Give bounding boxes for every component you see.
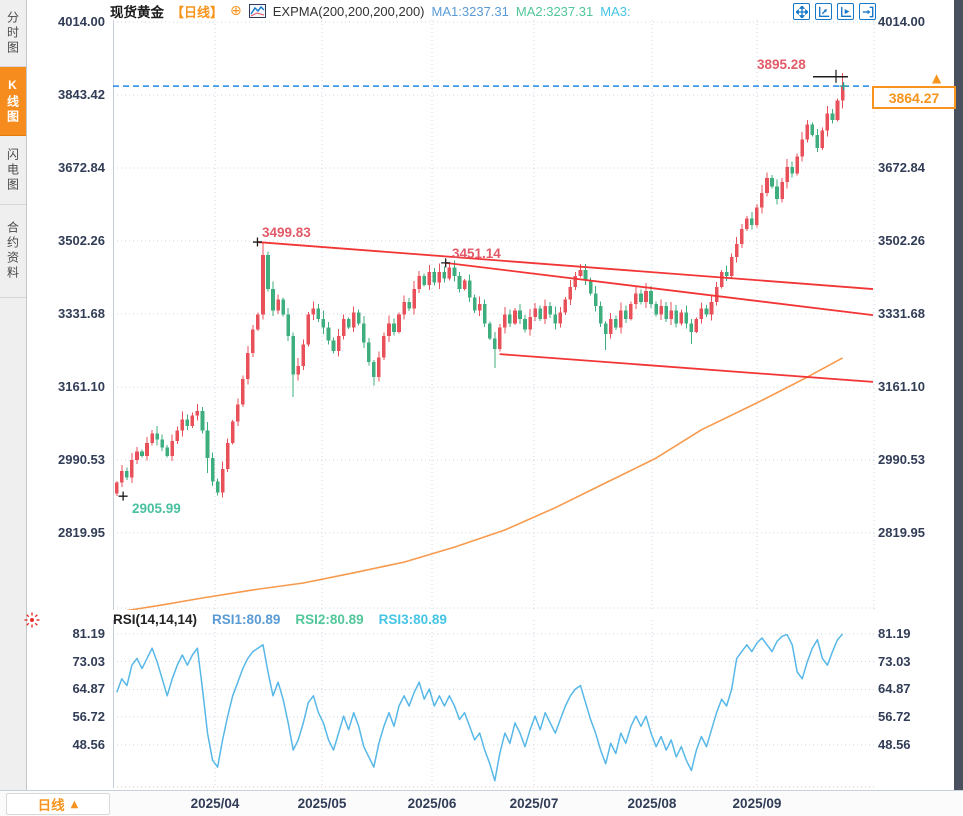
chart-toolbar [793, 3, 876, 20]
period-dropdown-arrow-icon: ▲ [70, 798, 79, 810]
price-axis-label-left: 3843.42 [58, 87, 105, 102]
price-axis-label-right: 2990.53 [878, 451, 925, 467]
rsi-params-label: RSI(14,14,14) [113, 611, 198, 627]
rsi-axis-label-left: 64.87 [72, 681, 105, 697]
sidebar-item-contract-info[interactable]: 合约资料 [0, 205, 26, 298]
period-selector-button[interactable]: 日线 ▲ [6, 793, 110, 815]
month-label: 2025/04 [190, 796, 240, 811]
price-axis-label-left: 2819.95 [58, 525, 105, 540]
rsi-axis-label-left: 56.72 [72, 709, 105, 725]
ma1-value: MA1:3237.31 [431, 3, 509, 19]
zoom-axis-icon[interactable] [815, 3, 832, 20]
rsi-line [116, 633, 844, 782]
annotation-peak1-price: 3499.83 [262, 225, 311, 240]
rsi-indicator-header: RSI(14,14,14) RSI1:80.89 RSI2:80.89 RSI3… [113, 610, 447, 628]
trendline [257, 241, 874, 290]
month-label: 2025/05 [297, 796, 347, 811]
rsi3-value: RSI3:80.89 [378, 611, 447, 627]
rsi-axis-label-right: 56.72 [878, 709, 911, 725]
rsi-axis-label-right: 48.56 [878, 736, 911, 752]
ma2-value: MA2:3237.31 [515, 3, 594, 19]
ema200-line [116, 357, 843, 613]
rsi-chart-canvas[interactable] [113, 620, 875, 788]
month-label: 2025/07 [509, 796, 559, 811]
indicator-chart-icon[interactable] [248, 4, 266, 18]
rsi1-value: RSI1:80.89 [212, 611, 281, 627]
rsi-axis-label-right: 81.19 [878, 626, 911, 641]
annotation-low-price: 2905.99 [132, 501, 181, 516]
price-up-arrow-icon: ▲ [932, 71, 942, 85]
price-axis-label-right: 3672.84 [878, 160, 925, 175]
price-axis-label-right: 2819.95 [878, 525, 925, 540]
indicator-label: EXPMA(200,200,200,200) [272, 3, 425, 19]
price-axis-label-left: 3161.10 [58, 379, 105, 394]
rsi-axis-label-right: 64.87 [878, 681, 911, 697]
period-tag: 【日线】 [171, 4, 224, 20]
right-scrollbar[interactable] [954, 0, 963, 790]
symbol-name: 现货黄金 [110, 5, 164, 20]
trendline [499, 353, 874, 383]
rsi-axis-label-left: 48.56 [72, 736, 105, 752]
price-axis-label-left: 4014.00 [58, 14, 105, 29]
price-axis-label-right: 3331.68 [878, 306, 925, 321]
sidebar-item-lightning-chart[interactable]: 闪电图 [0, 136, 26, 205]
price-axis-label-left: 2990.53 [58, 451, 105, 467]
sidebar-item-timeshare-chart[interactable]: 分时图 [0, 0, 26, 67]
price-axis-label-left: 3331.68 [58, 306, 105, 321]
chart-type-sidebar: 分时图 K线图 闪电图 合约资料 [0, 0, 27, 790]
price-axis-label-left: 3672.84 [58, 160, 105, 175]
price-axis-label-right: 4014.00 [878, 14, 925, 29]
month-label: 2025/09 [732, 796, 782, 811]
rsi2-value: RSI2:80.89 [295, 611, 364, 627]
exit-right-icon[interactable] [859, 3, 876, 20]
last-price-badge: 3864.27 [872, 86, 956, 109]
rsi-svg [113, 620, 875, 788]
play-axis-icon[interactable] [837, 3, 854, 20]
crosshair-move-icon[interactable] [793, 3, 810, 20]
rsi-axis-label-left: 73.03 [72, 653, 105, 669]
trendline [445, 261, 874, 317]
candlestick-svg [113, 20, 875, 613]
annotation-peak2-price: 3451.14 [452, 246, 501, 261]
sidebar-item-kline-chart[interactable]: K线图 [0, 67, 26, 136]
price-axis-label-right: 3502.26 [878, 233, 925, 248]
ma3-value: MA3: [600, 3, 631, 19]
period-label: 日线 [37, 798, 65, 813]
rsi-axis-label-right: 73.03 [878, 653, 911, 669]
month-label: 2025/08 [627, 796, 677, 811]
annotation-high-price: 3895.28 [757, 57, 806, 72]
rsi-settings-gear-icon[interactable] [23, 611, 41, 629]
candlestick-chart-canvas[interactable] [113, 20, 875, 613]
time-axis-bar: 日线 ▲ 2025/04 2025/05 2025/06 2025/07 2025/08… [0, 790, 963, 816]
rsi-axis-label-left: 81.19 [72, 626, 105, 641]
price-axis-label-left: 3502.26 [58, 233, 105, 248]
add-indicator-icon[interactable]: ⊕ [230, 3, 242, 19]
month-label: 2025/06 [407, 796, 457, 811]
price-axis-label-right: 3161.10 [878, 379, 925, 394]
chart-header: 现货黄金 【日线】 ⊕ EXPMA(200,200,200,200) MA1:3… [110, 2, 631, 21]
